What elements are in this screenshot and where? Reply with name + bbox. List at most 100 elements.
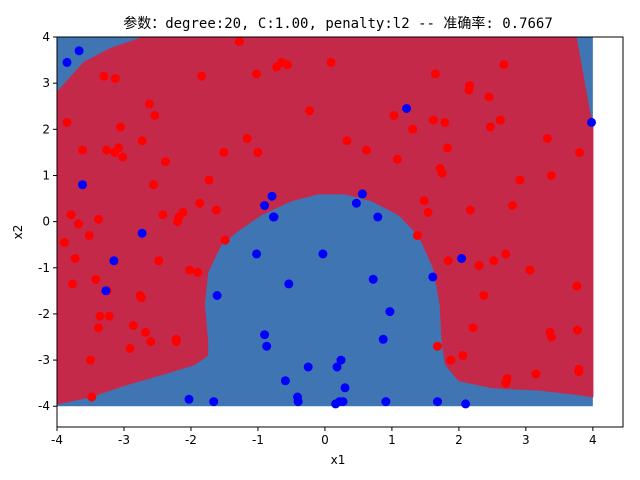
- blue-class-point: [184, 394, 194, 404]
- red-class-point: [234, 37, 244, 47]
- red-class-point: [116, 122, 126, 132]
- red-class-point: [136, 293, 146, 303]
- red-class-point: [154, 256, 164, 266]
- red-class-point: [197, 71, 207, 81]
- blue-class-point: [101, 286, 111, 296]
- red-class-point: [479, 291, 489, 300]
- red-class-point: [220, 235, 230, 245]
- red-class-point: [219, 147, 229, 157]
- y-tick-label: -2: [38, 307, 50, 321]
- blue-class-point: [252, 249, 262, 259]
- red-class-point: [575, 147, 584, 157]
- blue-class-point: [373, 212, 383, 222]
- red-class-point: [573, 325, 582, 335]
- red-class-point: [158, 210, 168, 220]
- blue-class-point: [433, 397, 442, 407]
- red-class-point: [253, 147, 263, 157]
- red-class-point: [178, 207, 188, 217]
- red-class-point: [446, 355, 456, 365]
- blue-class-point: [351, 198, 361, 208]
- blue-class-point: [269, 212, 279, 222]
- red-class-point: [428, 115, 438, 125]
- red-class-point: [392, 154, 402, 164]
- red-class-point: [525, 265, 535, 275]
- red-class-point: [433, 341, 442, 351]
- red-class-point: [99, 71, 109, 81]
- x-tick-label: -3: [118, 433, 130, 447]
- blue-class-point: [74, 46, 84, 56]
- red-class-point: [282, 60, 292, 70]
- red-class-point: [465, 205, 475, 215]
- x-tick-label: 3: [522, 433, 530, 447]
- y-axis-ticks: -4 -3 -2 -1 0 1 2 3 4: [38, 30, 57, 413]
- red-class-point: [474, 261, 484, 270]
- red-class-point: [430, 69, 440, 79]
- blue-class-point: [212, 291, 222, 300]
- red-class-point: [59, 237, 69, 247]
- red-class-point: [342, 136, 352, 146]
- red-class-point: [94, 323, 103, 333]
- blue-class-point: [280, 376, 290, 386]
- red-class-point: [161, 157, 170, 167]
- red-class-point: [195, 198, 205, 208]
- red-class-point: [468, 323, 478, 333]
- blue-class-point: [385, 307, 395, 317]
- blue-class-point: [428, 272, 438, 282]
- red-class-point: [125, 344, 135, 353]
- red-class-point: [211, 205, 221, 215]
- y-axis-label: x2: [11, 225, 25, 240]
- red-class-point: [489, 256, 499, 266]
- red-class-point: [146, 337, 156, 347]
- red-class-point: [508, 201, 517, 210]
- plot-area: [57, 37, 596, 409]
- blue-class-point: [381, 397, 391, 407]
- red-class-point: [574, 364, 584, 374]
- red-class-point: [499, 60, 509, 70]
- red-class-point: [458, 351, 468, 360]
- red-class-point: [443, 256, 453, 266]
- red-class-point: [171, 337, 181, 347]
- red-class-point: [546, 332, 556, 342]
- blue-class-point: [461, 399, 471, 409]
- red-class-point: [67, 279, 77, 289]
- x-tick-label: 4: [589, 433, 597, 447]
- blue-class-point: [78, 180, 87, 190]
- y-tick-label: 2: [42, 122, 50, 136]
- red-class-point: [66, 210, 76, 220]
- x-axis-ticks: -4 -3 -2 -1 0 1 2 3 4: [51, 427, 597, 447]
- red-class-point: [150, 111, 160, 120]
- red-class-point: [408, 124, 418, 134]
- y-tick-label: 4: [42, 30, 50, 44]
- red-class-point: [104, 311, 114, 321]
- red-class-point: [140, 327, 150, 337]
- red-class-point: [443, 143, 452, 153]
- red-class-point: [110, 74, 120, 83]
- red-class-point: [149, 180, 158, 190]
- red-class-point: [144, 99, 154, 109]
- x-axis-label: x1: [331, 453, 346, 467]
- red-class-point: [515, 175, 525, 185]
- red-class-point: [542, 134, 552, 143]
- chart-title: 参数：degree:20, C:1.00, penalty:l2 -- 准确率:…: [123, 15, 553, 32]
- blue-class-point: [587, 117, 596, 127]
- x-tick-label: -1: [252, 433, 264, 447]
- red-class-point: [419, 196, 429, 206]
- red-class-point: [128, 321, 138, 330]
- red-class-point: [495, 115, 505, 125]
- red-class-point: [114, 143, 124, 153]
- y-tick-label: 1: [42, 168, 50, 182]
- red-class-point: [531, 369, 541, 379]
- red-class-point: [94, 214, 103, 224]
- blue-class-point: [336, 355, 346, 365]
- x-tick-label: -4: [51, 433, 63, 447]
- x-tick-label: 1: [388, 433, 396, 447]
- data-points: [59, 37, 596, 409]
- red-class-point: [572, 281, 582, 291]
- red-class-point: [326, 57, 336, 67]
- blue-class-point: [109, 256, 119, 266]
- blue-class-point: [378, 334, 388, 344]
- red-class-point: [412, 231, 422, 240]
- red-class-point: [501, 249, 511, 259]
- red-class-point: [484, 92, 494, 102]
